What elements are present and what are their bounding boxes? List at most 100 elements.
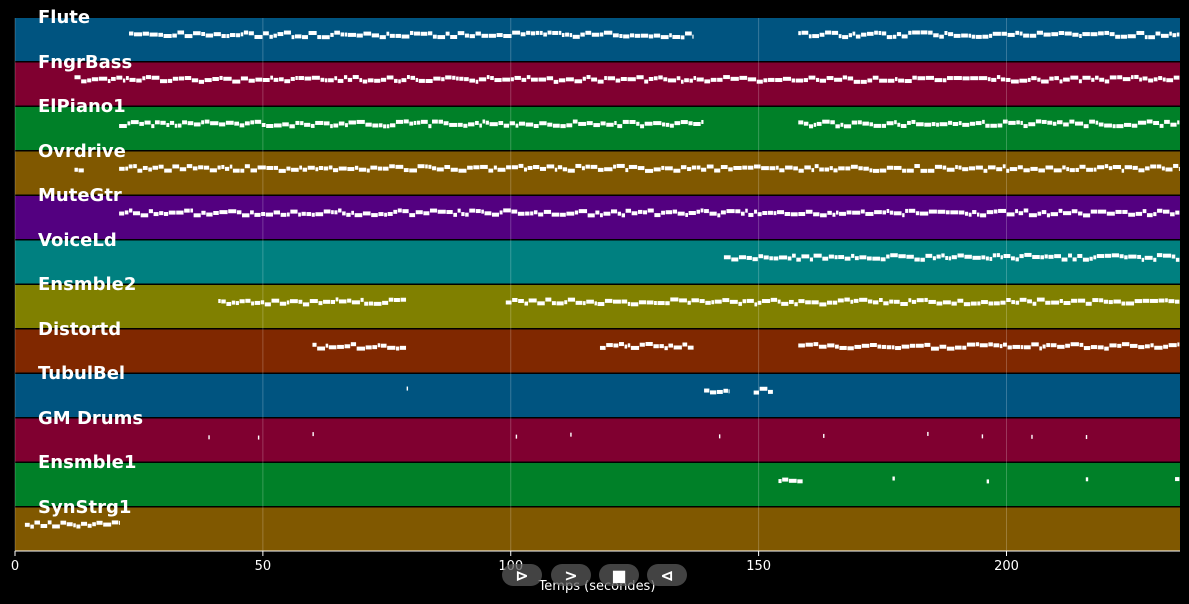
note-mark bbox=[553, 79, 559, 84]
note-mark bbox=[201, 210, 206, 215]
note-mark bbox=[693, 76, 697, 81]
note-mark bbox=[1113, 299, 1121, 304]
note-mark bbox=[395, 346, 400, 351]
note-mark bbox=[473, 165, 480, 170]
note-segment bbox=[218, 297, 407, 307]
note-mark bbox=[990, 123, 997, 128]
note-mark bbox=[607, 76, 616, 81]
note-segment bbox=[798, 119, 1180, 129]
note-mark bbox=[221, 164, 225, 169]
note-mark bbox=[551, 301, 556, 306]
note-mark bbox=[987, 165, 996, 170]
note-mark bbox=[924, 342, 931, 347]
note-mark bbox=[627, 77, 636, 82]
note-mark bbox=[950, 210, 959, 215]
note-mark bbox=[979, 76, 988, 81]
note-mark bbox=[881, 123, 887, 128]
note-mark bbox=[409, 121, 414, 126]
note-mark bbox=[503, 123, 510, 128]
note-mark bbox=[646, 300, 654, 305]
note-mark bbox=[533, 210, 538, 215]
note-mark bbox=[547, 122, 553, 127]
note-mark bbox=[1002, 119, 1008, 124]
note-mark bbox=[851, 120, 858, 125]
note-mark bbox=[1027, 77, 1031, 82]
note-mark bbox=[172, 164, 180, 169]
note-mark bbox=[295, 76, 298, 81]
play-button[interactable]: ⊳ bbox=[502, 564, 542, 586]
note-mark bbox=[206, 212, 213, 217]
note-mark bbox=[122, 78, 126, 83]
stop-button[interactable]: ■ bbox=[599, 564, 639, 586]
note-mark bbox=[748, 212, 754, 217]
note-mark bbox=[881, 344, 887, 349]
note-mark bbox=[1041, 79, 1049, 84]
note-mark bbox=[279, 77, 284, 82]
note-mark bbox=[948, 256, 952, 261]
note-mark bbox=[338, 166, 347, 171]
note-mark bbox=[1090, 345, 1098, 350]
note-mark bbox=[291, 167, 299, 172]
note-mark bbox=[254, 34, 263, 39]
note-mark bbox=[773, 256, 779, 261]
note-mark bbox=[286, 300, 290, 305]
note-mark bbox=[428, 124, 432, 129]
note-mark bbox=[798, 31, 801, 36]
note-mark bbox=[963, 302, 971, 307]
note-mark bbox=[485, 120, 489, 125]
note-mark bbox=[354, 165, 359, 170]
note-mark bbox=[570, 432, 572, 437]
note-mark bbox=[672, 209, 678, 214]
note-mark bbox=[213, 210, 219, 215]
note-mark bbox=[829, 166, 833, 171]
note-mark bbox=[1171, 254, 1176, 259]
note-mark bbox=[1095, 120, 1099, 125]
note-mark bbox=[680, 79, 684, 84]
note-mark bbox=[961, 33, 968, 38]
note-mark bbox=[1007, 32, 1015, 37]
note-mark bbox=[834, 77, 843, 82]
note-mark bbox=[811, 300, 819, 305]
note-mark bbox=[1156, 253, 1163, 258]
note-segment bbox=[986, 479, 990, 484]
note-mark bbox=[914, 164, 920, 169]
note-mark bbox=[1082, 257, 1089, 262]
note-mark bbox=[145, 75, 151, 80]
note-mark bbox=[728, 389, 730, 394]
note-mark bbox=[374, 78, 381, 83]
note-mark bbox=[886, 345, 892, 350]
note-mark bbox=[129, 208, 133, 213]
note-mark bbox=[324, 78, 328, 83]
note-mark bbox=[551, 212, 560, 217]
note-mark bbox=[1077, 253, 1083, 258]
note-mark bbox=[1154, 345, 1163, 350]
note-mark bbox=[610, 209, 618, 214]
note-mark bbox=[242, 213, 250, 218]
note-mark bbox=[1164, 119, 1170, 124]
note-mark bbox=[356, 33, 363, 38]
note-mark bbox=[672, 34, 681, 39]
note-mark bbox=[989, 33, 993, 38]
note-mark bbox=[613, 343, 619, 348]
note-mark bbox=[928, 209, 937, 214]
note-mark bbox=[308, 30, 317, 35]
note-mark bbox=[742, 165, 748, 170]
forward-button[interactable]: > bbox=[551, 564, 591, 586]
note-mark bbox=[1058, 30, 1065, 35]
note-mark bbox=[538, 212, 544, 217]
note-mark bbox=[320, 77, 325, 82]
track-label: MuteGtr bbox=[38, 185, 122, 206]
note-mark bbox=[338, 299, 347, 304]
note-mark bbox=[1075, 121, 1084, 126]
rewind-button[interactable]: ⊲ bbox=[647, 564, 687, 586]
track-label: Ensmble2 bbox=[38, 274, 137, 295]
note-mark bbox=[526, 30, 531, 35]
note-mark bbox=[515, 123, 519, 128]
note-mark bbox=[747, 165, 754, 170]
note-mark bbox=[457, 31, 465, 36]
note-mark bbox=[1115, 209, 1122, 214]
note-mark bbox=[371, 213, 378, 218]
note-mark bbox=[263, 31, 269, 36]
note-mark bbox=[872, 256, 881, 261]
note-mark bbox=[915, 343, 924, 348]
